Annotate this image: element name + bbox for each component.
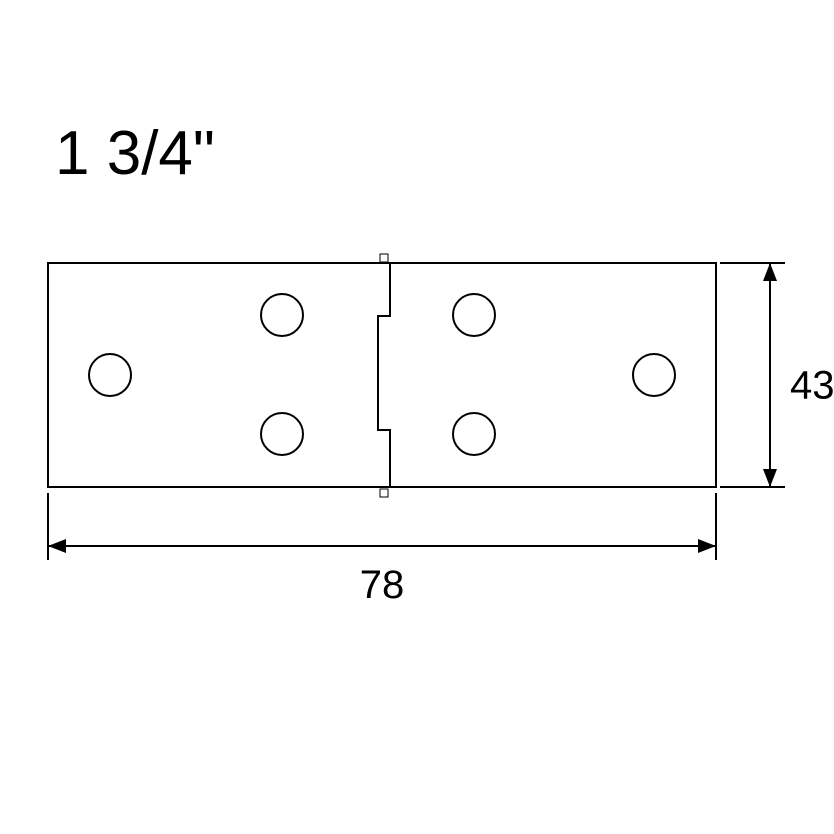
- dim-value-height: 43: [790, 364, 834, 408]
- screw-hole-5: [633, 354, 675, 396]
- hinge-pin-top: [380, 254, 388, 262]
- screw-hole-2: [261, 413, 303, 455]
- dim-arrow: [48, 539, 66, 553]
- dim-value-width: 78: [360, 563, 405, 607]
- screw-hole-1: [261, 294, 303, 336]
- screw-hole-3: [453, 294, 495, 336]
- size-title: 1 3/4": [55, 118, 215, 189]
- dim-arrow: [763, 263, 777, 281]
- dim-arrow: [763, 469, 777, 487]
- hinge-pin-bottom: [380, 489, 388, 497]
- dim-arrow: [698, 539, 716, 553]
- screw-hole-4: [453, 413, 495, 455]
- screw-hole-0: [89, 354, 131, 396]
